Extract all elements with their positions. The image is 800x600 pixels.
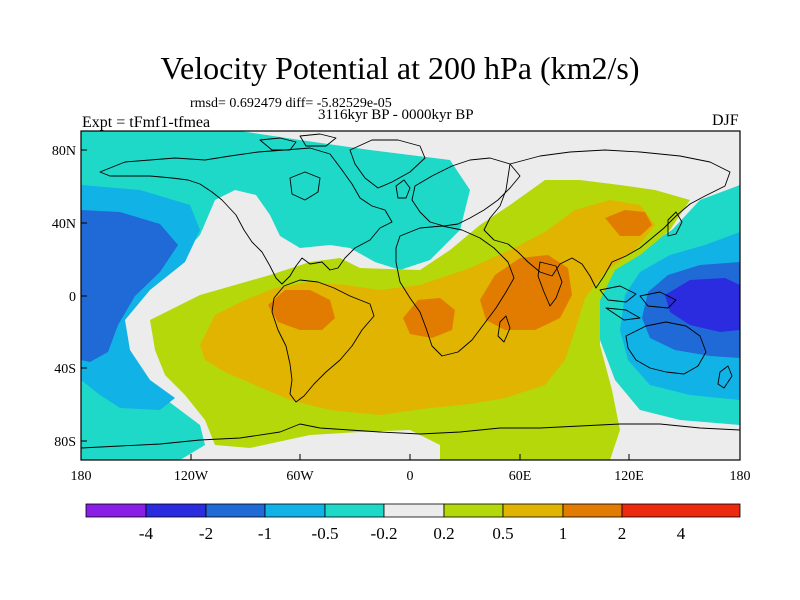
latitude-axis: 80N 40N 0 40S 80S: [52, 144, 87, 450]
coastline-australia: [625, 321, 707, 375]
experiment-label: Expt = tFmf1-tfmea: [82, 114, 211, 131]
colorbar-swatch-9: [562, 503, 623, 518]
colorbar-swatch-3: [205, 503, 266, 518]
coastline-europe: [411, 157, 521, 227]
colorbar-label: -4: [139, 524, 154, 543]
lon-tick-120e: 120E: [614, 469, 644, 484]
colorbar-swatch-1: [85, 503, 147, 518]
field-contour-blue-west: [81, 210, 178, 362]
coastline-asia: [483, 149, 731, 289]
lat-tick-0: 0: [69, 290, 76, 305]
lat-tick-80n: 80N: [52, 144, 76, 159]
rmsd-diff-stats: rmsd= 0.692479 diff= -5.82529e-05: [190, 96, 392, 111]
colorbar-swatch-5: [324, 503, 385, 518]
field-contour-darkorange-samerica: [268, 290, 335, 330]
colorbar-label: 2: [618, 524, 627, 543]
map-title: Velocity Potential at 200 hPa (km2/s): [160, 50, 640, 86]
colorbar-label: 0.2: [433, 524, 454, 543]
longitude-axis: 180 120W 60W 0 60E 120E 180: [71, 454, 751, 484]
colorbar-label: -2: [199, 524, 213, 543]
coastline-india: [537, 261, 563, 307]
coastline-new-zealand: [717, 365, 733, 389]
lat-tick-40n: 40N: [52, 217, 76, 232]
coastline-south-america: [271, 279, 375, 403]
colorbar-swatch-10: [621, 503, 741, 518]
colorbar: -4 -2 -1 -0.5 -0.2 0.2 0.5 1 2 4: [85, 503, 741, 543]
colorbar-swatch-7: [443, 503, 504, 518]
lon-tick-60w: 60W: [286, 469, 314, 484]
lon-tick-180w: 180: [71, 469, 92, 484]
colorbar-swatch-4: [264, 503, 326, 518]
field-contour-darkorange-asia: [605, 210, 652, 236]
coastline-japan: [667, 211, 683, 237]
lat-tick-80s: 80S: [54, 435, 76, 450]
lon-tick-0: 0: [407, 469, 414, 484]
field-contour-darkorange-indian: [480, 255, 572, 330]
lat-tick-40s: 40S: [54, 362, 76, 377]
colorbar-swatch-2: [145, 503, 207, 518]
colorbar-label: 0.5: [492, 524, 513, 543]
coastline-madagascar: [497, 315, 511, 343]
coastline-antarctica: [81, 423, 740, 449]
time-period: 3116kyr BP - 0000kyr BP: [318, 107, 474, 123]
lon-tick-180e: 180: [730, 469, 751, 484]
colorbar-label: -0.2: [371, 524, 398, 543]
colorbar-label: -0.5: [312, 524, 339, 543]
lon-tick-60e: 60E: [509, 469, 532, 484]
colorbar-swatch-6: [383, 503, 445, 518]
field-contour-darkorange-africa: [403, 298, 455, 338]
coastline-africa: [395, 225, 515, 357]
coastline-arctic-islands: [259, 133, 337, 151]
velocity-potential-field: [81, 131, 740, 460]
coastline-hudson-bay: [289, 171, 321, 201]
colorbar-swatch-8: [502, 503, 564, 518]
colorbar-label: 4: [677, 524, 686, 543]
coastline-maritime-continent: [599, 285, 677, 321]
colorbar-label: -1: [258, 524, 272, 543]
colorbar-label: 1: [559, 524, 568, 543]
field-contour-indigo-east: [665, 278, 740, 332]
lon-tick-120w: 120W: [174, 469, 209, 484]
season-label: DJF: [712, 112, 739, 129]
coastline-greenland: [349, 139, 426, 189]
coastline-british-isles: [395, 179, 411, 199]
coastlines: [81, 133, 740, 449]
